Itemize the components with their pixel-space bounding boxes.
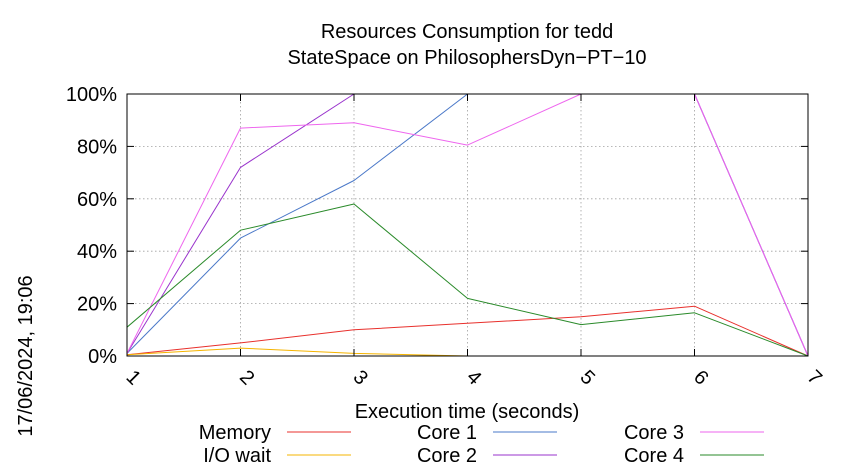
y-tick-label: 80% xyxy=(77,136,117,158)
y-tick-label: 20% xyxy=(77,294,117,316)
legend-label-core-2: Core 2 xyxy=(417,445,477,467)
series-line-memory xyxy=(126,305,809,357)
legend-label-memory: Memory xyxy=(199,422,271,444)
series-layer xyxy=(126,93,809,357)
y-tick-label: 0% xyxy=(88,346,117,368)
timestamp-label: 17/06/2024, 19:06 xyxy=(15,275,37,436)
x-axis-label: Execution time (seconds) xyxy=(355,401,580,423)
x-tick-label: 5 xyxy=(576,366,599,389)
legend-label-i-o-wait: I/O wait xyxy=(203,445,271,467)
chart-title: Resources Consumption for tedd xyxy=(321,21,613,43)
x-tick-label: 4 xyxy=(462,366,485,389)
y-tick-label: 100% xyxy=(66,84,117,106)
x-tick-label: 1 xyxy=(122,366,145,389)
legend-label-core-3: Core 3 xyxy=(624,422,684,444)
legend-label-core-4: Core 4 xyxy=(624,445,684,467)
y-tick-label: 60% xyxy=(77,189,117,211)
chart-subtitle: StateSpace on PhilosophersDyn−PT−10 xyxy=(287,47,646,69)
series-line-core-4 xyxy=(126,203,809,357)
legend-label-core-1: Core 1 xyxy=(417,422,477,444)
x-tick-label: 6 xyxy=(689,366,712,389)
x-tick-label: 3 xyxy=(349,366,372,389)
x-tick-label: 7 xyxy=(803,366,826,389)
axis-ticks: 0% 20% 40% 60% 80% 100% 1 2 3 4 5 6 7 xyxy=(66,84,826,389)
x-tick-label: 2 xyxy=(235,366,258,389)
y-tick-label: 40% xyxy=(77,241,117,263)
